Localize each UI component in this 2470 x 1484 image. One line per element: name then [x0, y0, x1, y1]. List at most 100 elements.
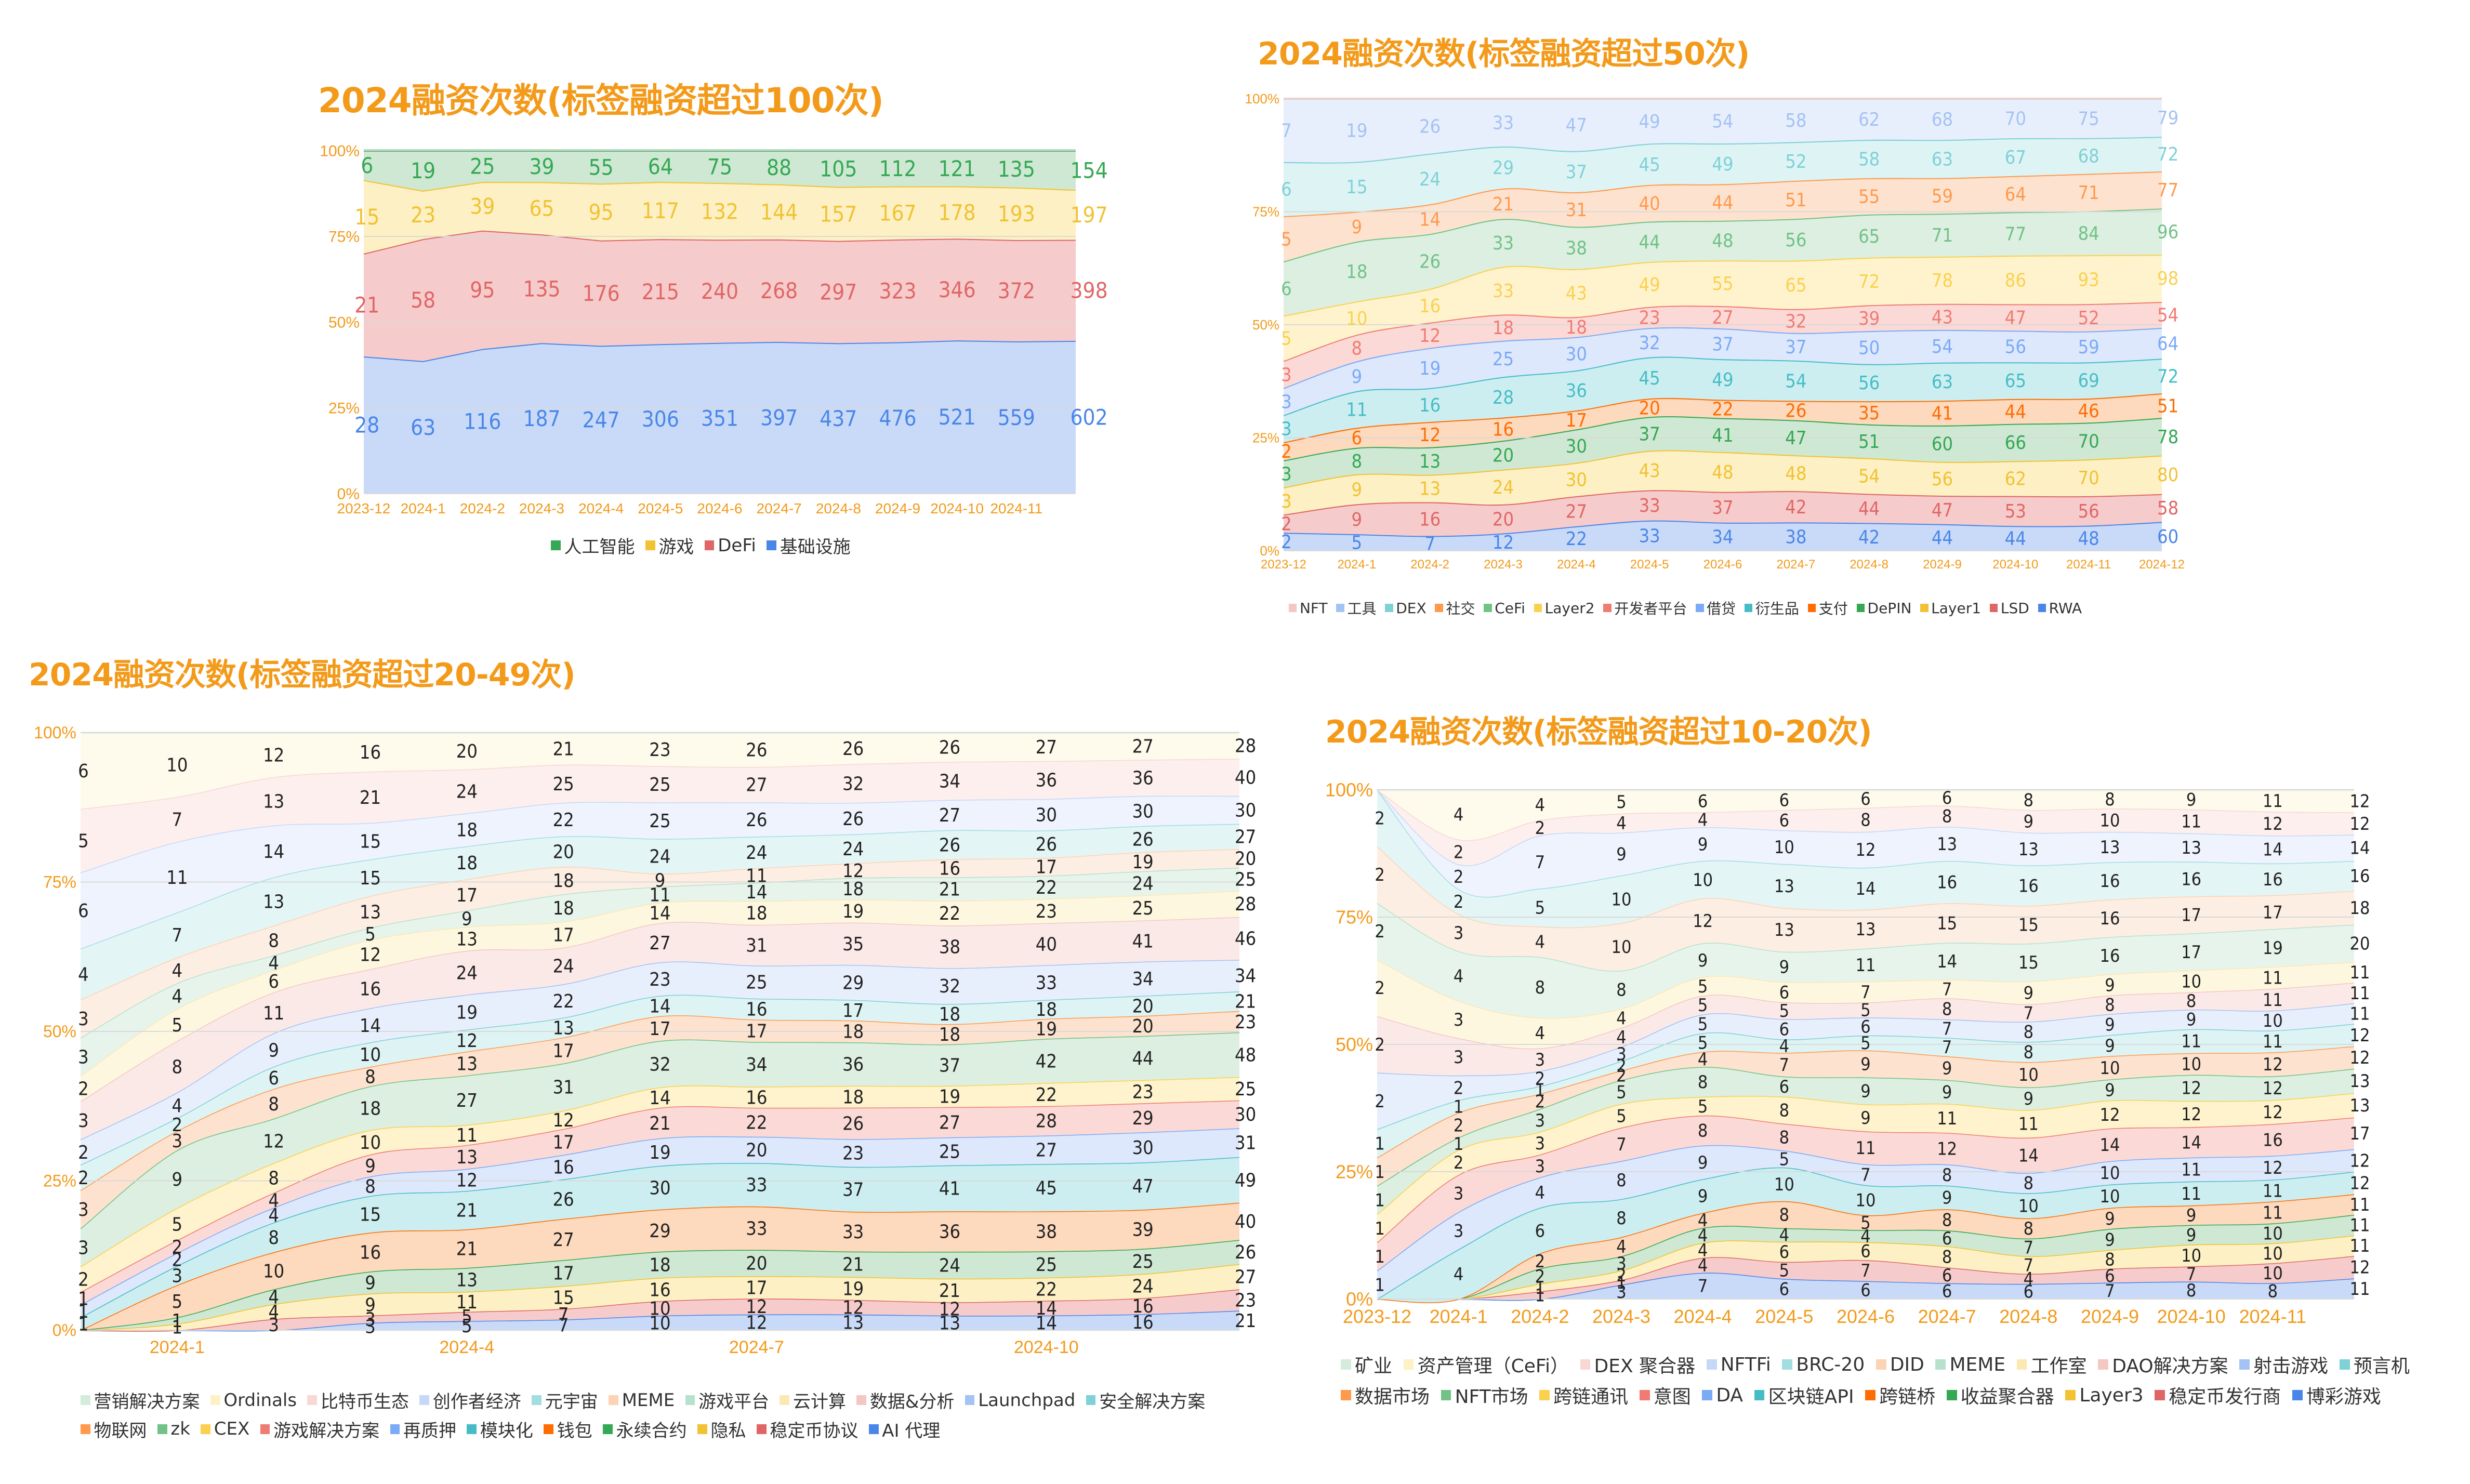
- legend-item-射击游戏[interactable]: 射击游戏: [2239, 1351, 2328, 1378]
- legend-label: 射击游戏: [2253, 1356, 2329, 1377]
- data-label: 7: [1616, 1134, 1626, 1155]
- legend-item-da[interactable]: DA: [1702, 1385, 1743, 1406]
- legend-item-数据-分析[interactable]: 数据&分析: [856, 1387, 954, 1413]
- legend-item-人工智能[interactable]: 人工智能: [551, 533, 635, 558]
- data-label: 12: [1492, 532, 1514, 553]
- legend-item-安全解决方案[interactable]: 安全解决方案: [1086, 1387, 1205, 1413]
- area-永续合约: [81, 1240, 1239, 1330]
- legend-item-跨链桥[interactable]: 跨链桥: [1865, 1382, 1935, 1409]
- legend-item-开发者平台[interactable]: 开发者平台: [1603, 598, 1687, 618]
- data-label: 3: [1535, 1050, 1545, 1070]
- legend-item-跨链通讯[interactable]: 跨链通讯: [1539, 1382, 1628, 1409]
- legend-item-launchpad[interactable]: Launchpad: [965, 1390, 1075, 1411]
- legend-item-dex[interactable]: DEX: [1385, 600, 1426, 617]
- legend-item-预言机[interactable]: 预言机: [2339, 1351, 2410, 1378]
- legend-item-工具[interactable]: 工具: [1336, 598, 1376, 618]
- legend-item-基础设施[interactable]: 基础设施: [767, 533, 851, 558]
- legend-item-模块化[interactable]: 模块化: [467, 1416, 533, 1442]
- legend-item-支付[interactable]: 支付: [1807, 598, 1848, 618]
- legend-item-meme[interactable]: MEME: [609, 1390, 675, 1411]
- data-label: 13: [2018, 839, 2039, 860]
- data-label: 58: [411, 287, 435, 313]
- legend-item-意图[interactable]: 意图: [1639, 1382, 1691, 1409]
- legend-item-借贷[interactable]: 借贷: [1696, 598, 1736, 618]
- data-label: 21: [553, 738, 574, 760]
- legend-item-defi[interactable]: DeFi: [704, 535, 756, 556]
- legend-item-区块链api[interactable]: 区块链API: [1754, 1382, 1854, 1409]
- legend-item-稳定币发行商[interactable]: 稳定币发行商: [2155, 1382, 2281, 1409]
- data-label: 11: [746, 865, 767, 886]
- data-label: 135: [998, 156, 1035, 182]
- legend-item-社交[interactable]: 社交: [1435, 598, 1475, 618]
- legend-item-cefi[interactable]: CeFi: [1484, 600, 1525, 617]
- y-tick-label: 100%: [320, 143, 360, 160]
- data-label: 19: [456, 1002, 478, 1024]
- data-label: 98: [2157, 268, 2178, 289]
- data-label: 17: [842, 1000, 864, 1022]
- data-label: 13: [842, 1312, 864, 1333]
- legend-item-layer1[interactable]: Layer1: [1920, 600, 1981, 617]
- legend-item-layer3[interactable]: Layer3: [2065, 1385, 2144, 1406]
- legend-item-lsd[interactable]: LSD: [1989, 600, 2029, 617]
- legend-item-衍生品[interactable]: 衍生品: [1744, 598, 1799, 618]
- legend-item-矿业[interactable]: 矿业: [1341, 1351, 1392, 1378]
- legend-label: 物联网: [94, 1420, 147, 1441]
- data-label: 36: [1132, 768, 1154, 789]
- legend-item-游戏解决方案[interactable]: 游戏解决方案: [260, 1416, 379, 1442]
- legend-item-游戏平台[interactable]: 游戏平台: [685, 1387, 769, 1413]
- legend-item-物联网[interactable]: 物联网: [81, 1416, 147, 1442]
- legend-item-比特币生态[interactable]: 比特币生态: [307, 1387, 409, 1413]
- data-label: 54: [1785, 370, 1806, 392]
- data-label: 14: [1036, 1313, 1057, 1334]
- legend-item-再质押[interactable]: 再质押: [390, 1416, 456, 1442]
- data-label: 4: [1535, 932, 1545, 952]
- legend-item-nft市场[interactable]: NFT市场: [1441, 1382, 1528, 1409]
- legend-item-数据市场[interactable]: 数据市场: [1341, 1382, 1430, 1409]
- data-label: 9: [2186, 1010, 2196, 1030]
- data-label: 19: [842, 901, 864, 922]
- area-基础设施: [364, 340, 1076, 494]
- legend-item-rwa[interactable]: RWA: [2038, 600, 2082, 617]
- legend-item-dao解决方案[interactable]: DAO解决方案: [2098, 1351, 2228, 1378]
- legend-item-cex[interactable]: CEX: [201, 1419, 249, 1439]
- legend-label: 衍生品: [1755, 600, 1799, 617]
- legend-item-元宇宙[interactable]: 元宇宙: [532, 1387, 598, 1413]
- legend-item-layer2[interactable]: Layer2: [1534, 600, 1595, 617]
- legend-item-钱包[interactable]: 钱包: [544, 1416, 592, 1442]
- x-tick-label: 2024-10: [1992, 558, 2038, 572]
- legend-item-brc-20[interactable]: BRC-20: [1782, 1354, 1865, 1375]
- data-label: 16: [2100, 871, 2120, 892]
- legend-item-ordinals[interactable]: Ordinals: [210, 1390, 297, 1411]
- legend-item-工作室[interactable]: 工作室: [2016, 1351, 2087, 1378]
- data-label: 3: [172, 1131, 183, 1152]
- legend-label: 工作室: [2030, 1356, 2087, 1377]
- legend-item-创作者经济[interactable]: 创作者经济: [419, 1387, 521, 1413]
- legend-item-did[interactable]: DID: [1875, 1354, 1924, 1375]
- data-label: 3: [78, 1110, 89, 1132]
- data-label: 10: [1612, 937, 1632, 958]
- legend-item-云计算[interactable]: 云计算: [780, 1387, 846, 1413]
- data-label: 20: [1492, 509, 1514, 530]
- legend-item-zk[interactable]: zk: [157, 1419, 190, 1439]
- legend-item-dex-聚合器[interactable]: DEX 聚合器: [1580, 1351, 1695, 1378]
- legend-item-ai-代理[interactable]: AI 代理: [868, 1416, 940, 1442]
- legend-item-depin[interactable]: DePIN: [1856, 600, 1911, 617]
- data-label: 8: [1352, 451, 1363, 472]
- legend-item-永续合约[interactable]: 永续合约: [603, 1416, 687, 1442]
- legend-item-nftfi[interactable]: NFTFi: [1706, 1354, 1771, 1375]
- legend-item-收益聚合器[interactable]: 收益聚合器: [1946, 1382, 2054, 1409]
- legend-item-nft[interactable]: NFT: [1289, 600, 1328, 617]
- legend-item-营销解决方案[interactable]: 营销解决方案: [81, 1387, 200, 1413]
- legend-item-资产管理-cefi[interactable]: 资产管理（CeFi）: [1403, 1351, 1569, 1378]
- legend-label: CEX: [214, 1419, 250, 1440]
- legend-item-游戏[interactable]: 游戏: [645, 533, 694, 558]
- data-label: 2: [1535, 1092, 1545, 1112]
- legend-label: 收益聚合器: [1960, 1386, 2054, 1408]
- data-label: 37: [1639, 424, 1660, 445]
- legend-item-meme[interactable]: MEME: [1935, 1354, 2005, 1375]
- legend-item-隐私[interactable]: 隐私: [697, 1416, 746, 1442]
- data-label: 17: [746, 1021, 767, 1042]
- legend-item-博彩游戏[interactable]: 博彩游戏: [2292, 1382, 2381, 1409]
- legend-item-稳定币协议[interactable]: 稳定币协议: [756, 1416, 858, 1442]
- data-label: 68: [1932, 109, 1953, 130]
